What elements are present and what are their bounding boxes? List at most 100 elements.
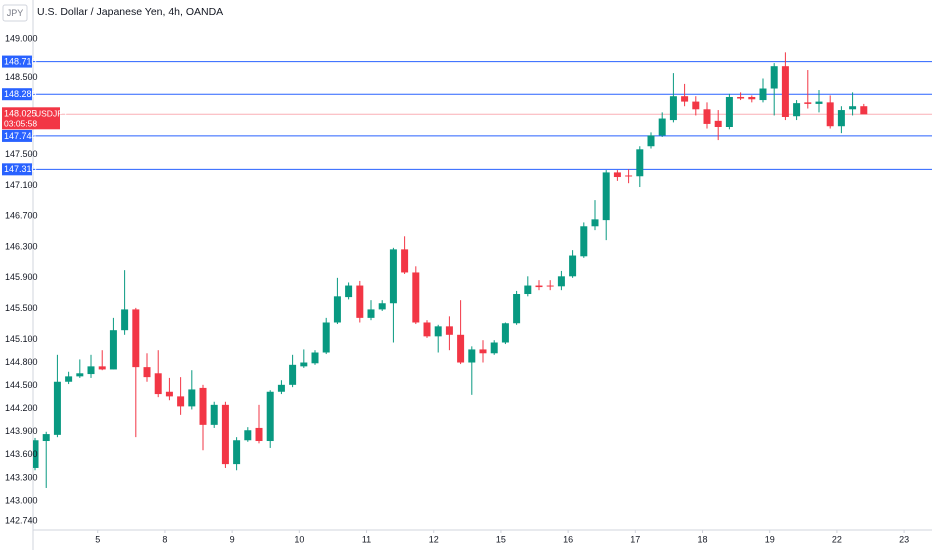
candle-body	[109, 330, 117, 370]
candle-body	[221, 404, 229, 465]
candle-body	[311, 352, 319, 364]
x-tick-label: 22	[832, 534, 842, 544]
candle-body	[770, 66, 778, 89]
candle-body	[143, 367, 151, 378]
candle-body	[445, 326, 453, 335]
plot-area	[33, 52, 932, 488]
candle-body	[121, 309, 129, 331]
y-tick-label: 143.900	[5, 426, 38, 436]
candle-body	[389, 249, 397, 304]
y-tick-label: 146.700	[5, 211, 38, 221]
candle-body	[804, 102, 812, 104]
candle-body	[479, 349, 487, 354]
symbol-badge[interactable]	[2, 4, 28, 22]
candle-body	[669, 96, 677, 121]
symbol-badge-text: JPY	[7, 8, 24, 18]
candle-body	[591, 219, 599, 227]
hline-label: 148.710	[4, 56, 37, 66]
y-tick-label: 145.900	[5, 272, 38, 282]
y-tick-label: 143.300	[5, 472, 38, 482]
candle-body	[860, 106, 868, 115]
candle-body	[65, 376, 73, 382]
candle-body	[759, 88, 767, 101]
hline-badge	[2, 129, 32, 142]
y-tick-label: 142.740	[5, 515, 38, 525]
candle-body	[87, 366, 95, 375]
candle-body	[580, 226, 588, 257]
x-tick-label: 8	[162, 534, 167, 544]
x-tick-label: 12	[429, 534, 439, 544]
candle-body	[737, 96, 745, 99]
candle-body	[501, 323, 509, 343]
x-tick-label: 18	[698, 534, 708, 544]
hline-badge	[2, 163, 32, 176]
candle-body	[277, 384, 285, 392]
y-tick-label: 148.500	[5, 72, 38, 82]
candle-body	[636, 149, 644, 177]
y-tick-label: 149.000	[5, 34, 38, 44]
candle-body	[177, 396, 185, 407]
x-tick-label: 11	[362, 534, 371, 544]
price-symbol: USDJPY	[35, 109, 69, 119]
candle-body	[210, 404, 218, 425]
candle-body	[53, 381, 61, 435]
candle-body	[457, 334, 465, 363]
candle-body	[333, 296, 341, 323]
candle-body	[188, 389, 196, 407]
candle-body	[524, 285, 532, 295]
hline-badge	[2, 55, 32, 68]
candle-body	[602, 172, 610, 221]
candle-body	[98, 366, 106, 370]
candle-body	[703, 109, 711, 124]
candle-body	[76, 373, 84, 377]
candle-body	[434, 326, 442, 337]
y-tick-label: 147.500	[5, 149, 38, 159]
price-badge	[2, 107, 60, 130]
candle-body	[322, 322, 330, 353]
candle-body	[625, 175, 633, 177]
candle-body	[255, 427, 263, 442]
candle-body	[42, 434, 50, 442]
candle-body	[692, 101, 700, 110]
candle-body	[569, 255, 577, 277]
candle-body	[132, 309, 140, 368]
candle-body	[154, 373, 162, 395]
candle-body	[658, 118, 666, 136]
candle-body	[557, 276, 565, 287]
candle-body	[793, 103, 801, 117]
hline-label: 148.286	[4, 89, 37, 99]
candle-body	[725, 96, 733, 127]
candle-body	[546, 285, 554, 287]
x-tick-label: 17	[630, 534, 640, 544]
candle-body	[356, 285, 364, 318]
candle-body	[423, 322, 431, 337]
y-tick-label: 144.200	[5, 403, 38, 413]
hline-badge	[2, 88, 32, 101]
x-tick-label: 9	[230, 534, 235, 544]
candle-body	[781, 66, 789, 117]
y-tick-label: 144.500	[5, 380, 38, 390]
y-tick-label: 143.000	[5, 495, 38, 505]
x-tick-label: 23	[899, 534, 909, 544]
candle-body	[826, 102, 834, 127]
candle-body	[244, 430, 252, 441]
candle-body	[681, 96, 689, 102]
price-label: 148.025	[4, 109, 37, 119]
candle-body	[647, 135, 655, 147]
candle-body	[378, 303, 386, 310]
y-tick-label: 147.100	[5, 180, 38, 190]
candle-body	[412, 272, 420, 323]
candle-body	[535, 285, 543, 288]
candle-body	[367, 309, 375, 318]
candle-body	[300, 362, 308, 367]
price-countdown: 03:05:58	[4, 119, 37, 129]
hline-label: 147.310	[4, 164, 37, 174]
candle-body	[468, 349, 476, 363]
y-tick-label: 144.800	[5, 357, 38, 367]
candle-body	[613, 172, 621, 178]
hline-label: 147.744	[4, 131, 37, 141]
candle-body	[849, 106, 857, 110]
candle-body	[199, 387, 207, 425]
